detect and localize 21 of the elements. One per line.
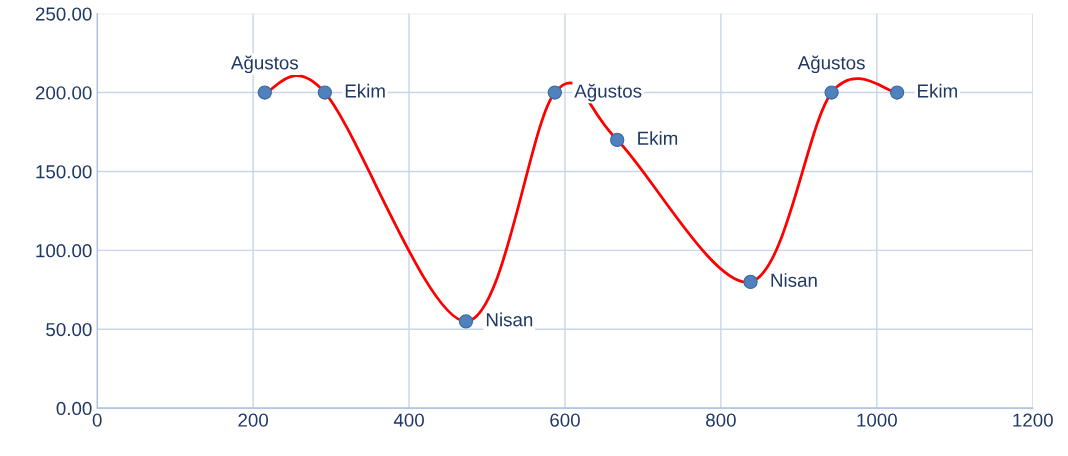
annotation: Nisan — [486, 312, 533, 327]
y-tick-label: 150.00 — [36, 165, 92, 179]
x-tick-label: 600 — [550, 413, 580, 427]
annotation: Ekim — [345, 83, 385, 98]
x-tick-label: 800 — [706, 413, 736, 427]
annotation: Ekim — [638, 131, 678, 145]
annotation: Ağustos — [230, 55, 299, 74]
x-tick-label: 400 — [393, 413, 424, 427]
x-tick-label: 200 — [238, 413, 269, 427]
x-tick-label: 0 — [92, 413, 102, 427]
y-tick-label: 0.00 — [56, 401, 92, 416]
y-tick-label: 200.00 — [35, 86, 92, 100]
annotation: Ekim — [918, 83, 957, 98]
y-tick-label: 250.00 — [35, 7, 92, 21]
annotation: Ağustos — [574, 83, 642, 102]
annotation: Nisan — [771, 273, 817, 287]
y-tick-label: 50.00 — [46, 322, 92, 337]
x-tick-label: 1200 — [1013, 413, 1053, 427]
y-tick-label: 100.00 — [36, 244, 92, 258]
x-tick-label: 1000 — [857, 413, 897, 427]
annotation: Ağustos — [797, 55, 865, 74]
